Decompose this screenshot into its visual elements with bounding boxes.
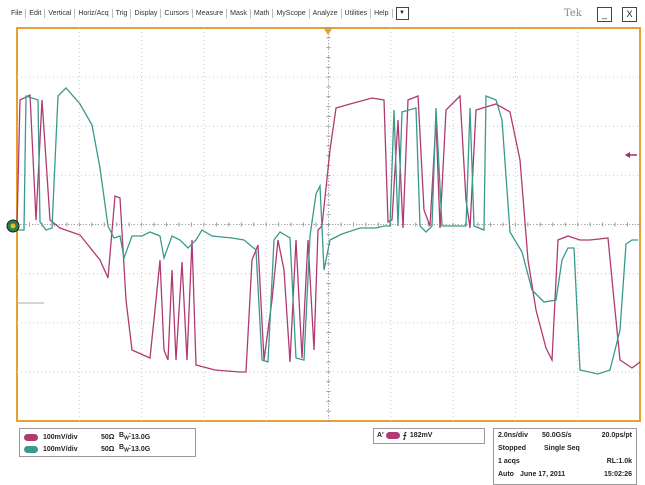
record-length: RL:1.0k xyxy=(606,458,632,465)
ch2-bandwidth: 13.0G xyxy=(131,445,151,453)
trace-ch2 xyxy=(17,87,638,375)
minimize-button[interactable]: _ xyxy=(597,7,612,22)
ground-reference-marker[interactable] xyxy=(6,219,20,233)
menu-item-vertical[interactable]: Vertical xyxy=(45,8,76,18)
menu-item-horiz-acq[interactable]: Horiz/Acq xyxy=(75,8,113,18)
ch2-bandwidth-icon: BW: xyxy=(119,444,132,454)
menu-item-mask[interactable]: Mask xyxy=(227,8,251,18)
menu-bar: File Edit Vertical Horiz/Acq Trig Display Curs… xyxy=(0,0,645,26)
ch2-readout[interactable]: 100mV/div 50Ω BW: 13.0G xyxy=(24,443,150,455)
time: 15:02:26 xyxy=(603,471,632,478)
ch1-scale: 100mV/div xyxy=(43,433,78,441)
acquisition-readout[interactable]: 2.0ns/div 50.0GS/s 20.0ps/pt Stopped Sin… xyxy=(493,428,637,485)
trigger-mode: Auto xyxy=(498,471,514,478)
menu-dropdown-button[interactable]: ▼ xyxy=(395,6,409,20)
ch1-bandwidth-icon: BW: xyxy=(119,432,132,442)
menu-item-display[interactable]: Display xyxy=(131,8,162,18)
close-button[interactable]: X xyxy=(622,7,637,22)
acquisition-count: 1 acqs xyxy=(498,458,520,465)
ch1-badge xyxy=(24,433,38,441)
ch1-readout[interactable]: 100mV/div 50Ω BW: 13.0G xyxy=(24,431,150,443)
menu-item-cursors[interactable]: Cursors xyxy=(161,8,193,18)
trigger-tag: A' xyxy=(377,432,384,439)
menu-item-math[interactable]: Math xyxy=(251,8,274,18)
sample-rate: 50.0GS/s xyxy=(542,432,572,439)
trigger-level: 182mV xyxy=(409,432,433,439)
menu-item-measure[interactable]: Measure xyxy=(193,8,228,18)
timebase: 2.0ns/div xyxy=(498,432,528,439)
ch1-bandwidth: 13.0G xyxy=(131,433,151,441)
menu-item-trig[interactable]: Trig xyxy=(113,8,132,18)
menu-item-myscope[interactable]: MyScope xyxy=(273,8,310,18)
menu-item-utilities[interactable]: Utilities xyxy=(342,8,372,18)
ch2-badge xyxy=(24,445,38,453)
acquisition-state: Stopped xyxy=(498,445,526,452)
menu-list: File Edit Vertical Horiz/Acq Trig Display Curs… xyxy=(8,0,409,26)
brand-logo: Tek xyxy=(564,8,582,19)
time-resolution: 20.0ps/pt xyxy=(601,432,632,439)
trigger-position-marker[interactable] xyxy=(324,29,332,35)
ch1-termination: 50Ω xyxy=(101,433,115,441)
trigger-readout[interactable]: A' ⨍ 182mV xyxy=(373,428,485,444)
trace-ch1 xyxy=(16,93,641,373)
trigger-source-badge xyxy=(385,432,400,439)
date: June 17, 2011 xyxy=(520,471,566,478)
trigger-slope-icon: ⨍ xyxy=(402,431,407,440)
ch2-scale: 100mV/div xyxy=(43,445,78,453)
acquisition-mode: Single Seq xyxy=(544,445,580,452)
menu-item-edit[interactable]: Edit xyxy=(26,8,46,18)
menu-item-help[interactable]: Help xyxy=(371,8,393,18)
trigger-level-marker[interactable] xyxy=(625,152,637,158)
menu-item-analyze[interactable]: Analyze xyxy=(310,8,342,18)
menu-item-file[interactable]: File xyxy=(8,8,27,18)
channel-readout-panel[interactable]: 100mV/div 50Ω BW: 13.0G 100mV/div 50Ω BW… xyxy=(19,428,196,457)
ch2-termination: 50Ω xyxy=(101,445,115,453)
